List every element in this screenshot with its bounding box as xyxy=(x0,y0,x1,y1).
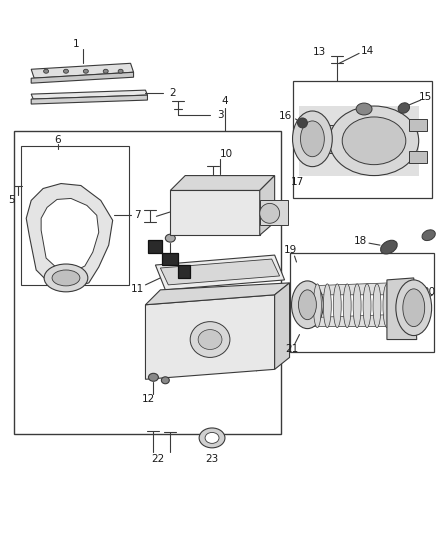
Bar xyxy=(21,146,129,285)
Polygon shape xyxy=(409,151,427,163)
Text: 22: 22 xyxy=(151,454,164,464)
Text: 17: 17 xyxy=(291,176,304,187)
Ellipse shape xyxy=(205,432,219,443)
Ellipse shape xyxy=(323,284,331,328)
Text: 10: 10 xyxy=(219,149,233,159)
Ellipse shape xyxy=(148,373,159,381)
Text: 7: 7 xyxy=(134,211,141,220)
Text: 13: 13 xyxy=(313,47,326,58)
Ellipse shape xyxy=(381,240,397,254)
Polygon shape xyxy=(145,283,290,305)
Ellipse shape xyxy=(190,321,230,358)
Ellipse shape xyxy=(64,69,68,73)
Ellipse shape xyxy=(343,284,351,328)
Ellipse shape xyxy=(342,117,406,165)
Polygon shape xyxy=(148,240,190,278)
Ellipse shape xyxy=(314,284,321,328)
Ellipse shape xyxy=(396,280,431,336)
Text: 6: 6 xyxy=(55,135,61,145)
Polygon shape xyxy=(170,190,260,235)
Ellipse shape xyxy=(161,377,170,384)
Text: 20: 20 xyxy=(423,287,436,297)
Bar xyxy=(260,200,288,225)
Polygon shape xyxy=(160,259,279,285)
Ellipse shape xyxy=(199,428,225,448)
Ellipse shape xyxy=(363,284,371,328)
Text: 18: 18 xyxy=(353,236,367,246)
Polygon shape xyxy=(31,72,134,83)
Ellipse shape xyxy=(398,103,410,113)
Bar xyxy=(293,81,431,198)
Bar xyxy=(14,131,281,434)
Text: 8: 8 xyxy=(177,203,184,212)
Polygon shape xyxy=(260,175,275,235)
Ellipse shape xyxy=(300,121,324,157)
Polygon shape xyxy=(31,63,134,78)
Text: 1: 1 xyxy=(73,39,79,50)
Text: 2: 2 xyxy=(169,88,176,98)
Ellipse shape xyxy=(333,284,341,328)
Ellipse shape xyxy=(198,329,222,350)
Text: 23: 23 xyxy=(205,454,219,464)
Ellipse shape xyxy=(165,234,175,242)
Polygon shape xyxy=(387,278,417,340)
Text: 3: 3 xyxy=(217,110,223,120)
Bar xyxy=(312,125,374,153)
Polygon shape xyxy=(31,90,148,99)
Ellipse shape xyxy=(422,230,435,240)
Ellipse shape xyxy=(292,281,323,329)
Text: 9: 9 xyxy=(167,255,173,265)
Text: 19: 19 xyxy=(284,245,297,255)
Text: 16: 16 xyxy=(279,111,292,121)
Text: 12: 12 xyxy=(142,394,155,404)
Ellipse shape xyxy=(293,111,332,167)
Polygon shape xyxy=(170,175,275,190)
Text: 5: 5 xyxy=(8,196,14,205)
Ellipse shape xyxy=(260,204,279,223)
Ellipse shape xyxy=(356,103,372,115)
Polygon shape xyxy=(300,106,419,175)
Polygon shape xyxy=(275,283,290,369)
Ellipse shape xyxy=(373,284,381,328)
Polygon shape xyxy=(307,283,389,295)
Text: 11: 11 xyxy=(131,284,144,294)
Ellipse shape xyxy=(52,270,80,286)
Polygon shape xyxy=(145,295,275,379)
Polygon shape xyxy=(31,95,148,104)
Polygon shape xyxy=(26,183,113,288)
Ellipse shape xyxy=(329,106,419,175)
Ellipse shape xyxy=(103,69,108,73)
Ellipse shape xyxy=(44,264,88,292)
Ellipse shape xyxy=(118,69,123,73)
Bar xyxy=(290,253,434,352)
Ellipse shape xyxy=(297,118,307,128)
Polygon shape xyxy=(409,119,427,131)
Ellipse shape xyxy=(83,69,88,73)
Ellipse shape xyxy=(298,290,316,320)
Ellipse shape xyxy=(383,284,391,328)
Polygon shape xyxy=(155,255,285,290)
Polygon shape xyxy=(307,314,389,327)
Ellipse shape xyxy=(353,284,361,328)
Ellipse shape xyxy=(44,69,49,73)
Text: 4: 4 xyxy=(222,96,228,106)
Text: 21: 21 xyxy=(285,344,298,354)
Polygon shape xyxy=(41,198,99,272)
Ellipse shape xyxy=(403,289,425,327)
Text: 14: 14 xyxy=(360,46,374,56)
Text: 15: 15 xyxy=(419,92,432,102)
